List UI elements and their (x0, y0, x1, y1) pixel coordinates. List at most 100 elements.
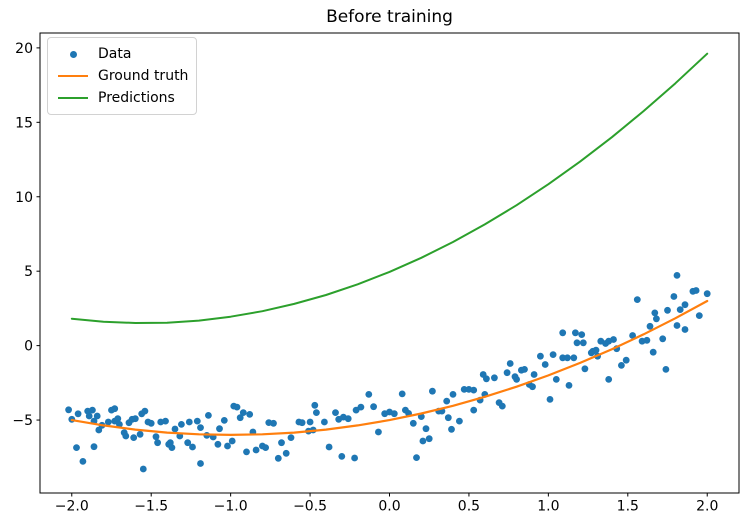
data-point (74, 410, 82, 418)
data-point (344, 415, 352, 423)
data-point (413, 454, 420, 461)
x-tick-label: 1.0 (537, 499, 559, 515)
data-point (429, 387, 436, 395)
legend-swatch-area (54, 50, 92, 58)
data-point (670, 293, 678, 300)
data-point (233, 403, 241, 411)
data-point (65, 406, 72, 414)
ground-truth-line-swatch (58, 75, 88, 77)
data-point (306, 418, 314, 426)
data-point (529, 383, 536, 391)
data-point (513, 376, 520, 383)
data-point (243, 448, 250, 456)
data-point (443, 397, 451, 405)
data-point (565, 382, 573, 389)
data-point (365, 391, 373, 398)
data-point (572, 329, 579, 337)
data-point (278, 439, 285, 447)
data-point (491, 374, 498, 382)
data-point (111, 405, 119, 413)
legend-item-predictions: Predictions (54, 87, 188, 109)
data-point (338, 453, 346, 460)
data-point (178, 421, 185, 428)
data-point (419, 437, 427, 445)
data-point (559, 329, 567, 337)
data-point (592, 346, 600, 354)
data-point (546, 396, 554, 403)
data-point (506, 360, 514, 367)
data-point (695, 312, 703, 319)
data-point (90, 443, 98, 451)
data-point (579, 339, 587, 347)
data-point (104, 418, 112, 426)
data-point (162, 417, 169, 425)
data-point (448, 425, 455, 433)
data-point (646, 322, 654, 330)
data-point (552, 376, 560, 383)
data-point (581, 365, 589, 373)
data-point (398, 390, 406, 398)
data-point (573, 339, 581, 347)
data-point (287, 434, 295, 441)
data-point (168, 444, 176, 451)
data-point (483, 375, 490, 383)
data-point (152, 433, 160, 441)
data-point (664, 306, 671, 314)
data-point (184, 439, 192, 447)
scatter-series-data (65, 272, 711, 473)
x-tick-label: 0.0 (378, 499, 400, 515)
data-point (681, 326, 689, 333)
data-point (449, 391, 457, 398)
x-tick-label: 0.5 (458, 499, 480, 515)
data-point (444, 414, 452, 422)
data-point (456, 417, 463, 425)
data-point (189, 443, 196, 451)
predictions-line-swatch (58, 97, 88, 99)
data-point (422, 425, 430, 433)
data-point (131, 415, 139, 423)
data-point (643, 336, 651, 344)
data-point (564, 354, 571, 362)
data-point (375, 428, 382, 436)
data-point (325, 443, 333, 451)
data-point (681, 301, 689, 309)
data-point (216, 425, 223, 433)
legend-item-data: Data (54, 43, 188, 65)
legend-label-predictions: Predictions (98, 90, 175, 106)
data-point (570, 354, 578, 362)
data-point (659, 335, 667, 343)
data-point (197, 460, 204, 467)
data-point (73, 444, 80, 451)
x-tick-label: −2.0 (55, 499, 89, 515)
data-point (197, 424, 204, 431)
data-point (282, 449, 290, 457)
data-point (252, 446, 260, 454)
data-point (537, 352, 544, 360)
data-point (93, 412, 101, 420)
data-point (228, 437, 236, 445)
data-point (224, 442, 231, 450)
legend-label-ground-truth: Ground truth (98, 68, 189, 84)
data-point (274, 454, 282, 462)
data-point (559, 354, 567, 362)
y-tick-label: 15 (15, 115, 33, 131)
data-point (470, 386, 478, 394)
x-tick-label: 2.0 (696, 499, 718, 515)
data-point (154, 439, 162, 447)
data-point (313, 409, 320, 416)
data-point (578, 331, 586, 338)
x-tick-label: −1.0 (214, 499, 248, 515)
data-point (220, 417, 228, 424)
data-point (692, 287, 700, 294)
y-tick-label: 20 (15, 41, 33, 57)
data-point (622, 356, 630, 364)
data-point (122, 432, 130, 440)
data-point (673, 272, 681, 279)
legend-label-data: Data (98, 46, 132, 62)
data-point (651, 309, 659, 317)
legend-item-ground-truth: Ground truth (54, 65, 188, 87)
data-point (460, 386, 468, 393)
data-point (498, 402, 506, 410)
data-point (357, 403, 365, 411)
